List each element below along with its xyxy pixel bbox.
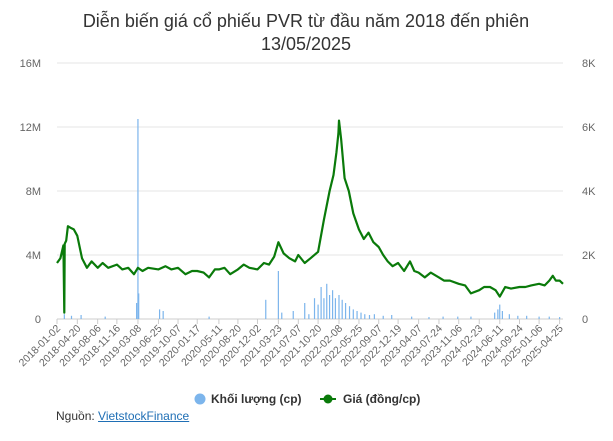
source-note: Nguồn: VietstockFinance <box>56 409 189 423</box>
volume-bar <box>162 311 164 319</box>
right-y-tick-label: 8K <box>582 58 596 70</box>
legend-marker-volume <box>194 393 206 405</box>
x-axis: 2018-01-022018-04-202018-08-062018-11-16… <box>17 319 566 369</box>
volume-bar <box>368 315 371 319</box>
left-y-axis: 0 4M 8M 12M 16M <box>20 58 41 326</box>
volume-bar <box>494 312 496 319</box>
volume-bar <box>364 314 366 319</box>
volume-bar <box>328 295 331 319</box>
legend[interactable]: Khối lượng (cp) Giá (đồng/cp) <box>194 392 421 406</box>
volume-bar <box>323 298 325 319</box>
chart-title-line-1: Diễn biến giá cổ phiếu PVR từ đầu năm 20… <box>83 10 529 31</box>
volume-bar <box>334 298 337 319</box>
legend-label-price: Giá (đồng/cp) <box>343 392 420 406</box>
volume-bar <box>136 303 138 319</box>
volume-bar <box>320 287 322 319</box>
volume-bar <box>292 311 294 319</box>
left-y-tick-label: 0 <box>35 314 41 326</box>
volume-bar <box>341 299 343 319</box>
volume-bar <box>497 309 499 319</box>
right-y-tick-label: 4K <box>582 186 596 198</box>
legend-marker-price <box>323 394 333 404</box>
right-y-tick-label: 6K <box>582 122 596 134</box>
legend-item-volume[interactable]: Khối lượng (cp) <box>194 392 302 406</box>
volume-bar <box>70 315 73 319</box>
volume-bar <box>277 271 279 319</box>
volume-bar <box>428 317 430 319</box>
volume-bar <box>356 311 358 319</box>
volume-bar <box>308 314 310 319</box>
volume-bar <box>457 316 459 319</box>
chart-title: Diễn biến giá cổ phiếu PVR từ đầu năm 20… <box>83 10 529 54</box>
volume-bar <box>208 316 210 319</box>
volume-bar <box>442 316 444 319</box>
volume-bar <box>265 299 267 319</box>
volume-bar <box>137 119 139 319</box>
right-y-tick-label: 0 <box>582 314 588 326</box>
volume-bar <box>304 303 306 319</box>
volume-bar <box>158 309 161 319</box>
volume-bar <box>373 314 375 319</box>
volume-bar <box>360 312 362 319</box>
volume-bar <box>281 312 283 319</box>
volume-bar <box>382 315 384 319</box>
left-y-tick-label: 16M <box>20 58 41 70</box>
volume-bar <box>411 316 413 319</box>
chart-title-line-2: 13/05/2025 <box>261 34 351 54</box>
legend-label-volume: Khối lượng (cp) <box>211 392 302 406</box>
volume-bar <box>326 283 328 319</box>
volume-bar <box>470 316 472 319</box>
volume-bar <box>548 316 550 319</box>
source-label: Nguồn: <box>56 409 95 423</box>
volume-bar <box>501 311 503 319</box>
volume-bar <box>138 293 140 319</box>
volume-bar <box>559 317 561 319</box>
volume-bar <box>352 309 354 319</box>
left-y-tick-label: 8M <box>26 186 41 198</box>
volume-bar <box>313 298 316 319</box>
volume-bar <box>317 304 319 319</box>
volume-bar <box>526 315 528 319</box>
volume-bar <box>63 314 65 319</box>
volume-series <box>63 119 561 319</box>
volume-bar <box>344 303 347 319</box>
left-y-tick-label: 4M <box>26 250 41 262</box>
source-link[interactable]: VietstockFinance <box>98 409 190 423</box>
gridlines <box>57 62 563 320</box>
volume-bar <box>499 304 501 319</box>
volume-bar <box>517 315 519 319</box>
volume-bar <box>80 315 82 319</box>
price-line <box>56 119 564 314</box>
volume-bar <box>331 290 334 319</box>
right-y-tick-label: 2K <box>582 250 596 262</box>
legend-item-price[interactable]: Giá (đồng/cp) <box>320 392 420 406</box>
price-series <box>56 119 564 314</box>
volume-bar <box>348 306 351 319</box>
volume-bar <box>104 316 106 319</box>
right-y-axis: 0 2K 4K 6K 8K <box>582 58 596 326</box>
volume-bar <box>338 295 340 319</box>
volume-bar <box>391 315 393 319</box>
left-y-tick-label: 12M <box>20 122 41 134</box>
volume-bar <box>508 314 510 319</box>
volume-bar <box>538 316 540 319</box>
